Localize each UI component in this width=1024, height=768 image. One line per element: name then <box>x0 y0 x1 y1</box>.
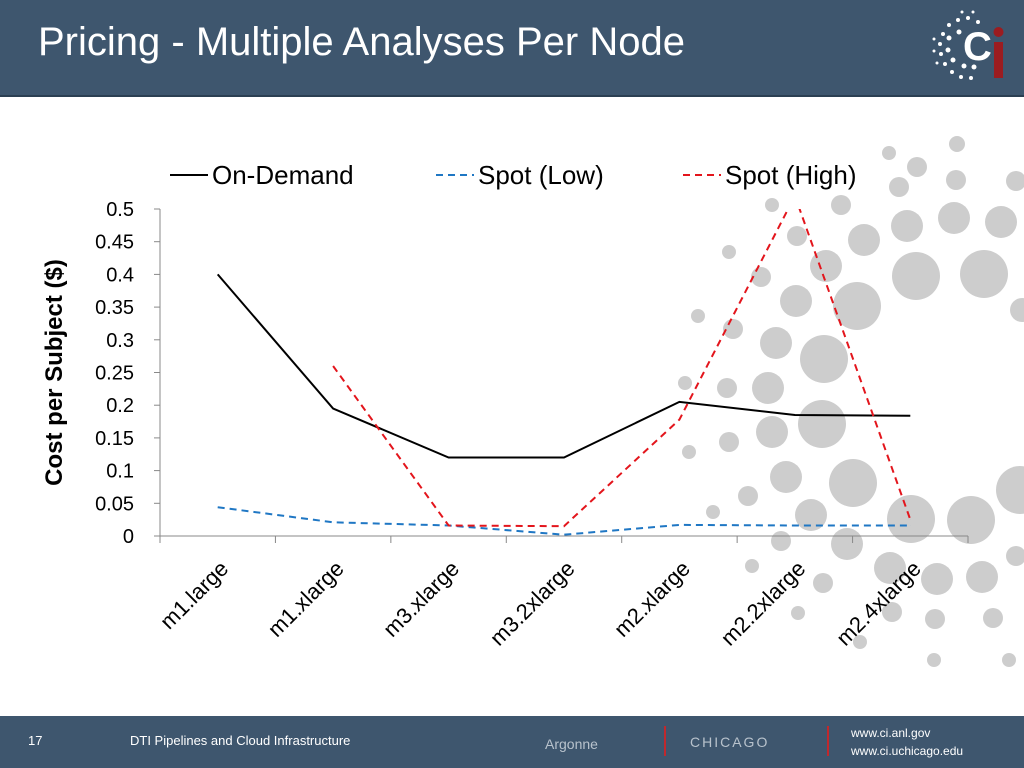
y-tick-label: 0 <box>123 526 134 548</box>
footer-link-anl[interactable]: www.ci.anl.gov <box>851 726 931 740</box>
y-tick-label: 0.15 <box>95 428 134 450</box>
slide-title: Pricing - Multiple Analyses Per Node <box>38 20 685 64</box>
y-tick-label: 0.35 <box>95 297 134 319</box>
footer-divider <box>827 726 829 756</box>
y-tick-label: 0.2 <box>106 395 134 417</box>
x-tick-label: m1.xlarge <box>263 556 349 642</box>
argonne-logo: Argonne <box>545 736 598 752</box>
y-tick-label: 0.5 <box>106 199 134 221</box>
footer-link-uchicago[interactable]: www.ci.uchicago.edu <box>851 744 964 758</box>
legend-label: Spot (Low) <box>478 160 604 190</box>
y-tick-label: 0.25 <box>95 363 134 385</box>
x-tick-label: m2.xlarge <box>609 556 695 642</box>
x-tick-label: m2.2xlarge <box>716 556 811 651</box>
x-tick-label: m2.4xlarge <box>831 556 926 651</box>
legend-label: On-Demand <box>212 160 354 190</box>
slide-number: 17 <box>28 733 43 748</box>
x-tick-label: m3.xlarge <box>378 556 464 642</box>
uchicago-logo: CHICAGO <box>690 734 770 750</box>
series-line <box>217 506 911 536</box>
y-tick-label: 0.3 <box>106 330 134 352</box>
footer-caption: DTI Pipelines and Cloud Infrastructure <box>130 733 351 748</box>
series-line <box>332 209 912 528</box>
legend-label: Spot (High) <box>725 160 857 190</box>
slide-footer: 17 DTI Pipelines and Cloud Infrastructur… <box>0 716 1024 768</box>
series-line <box>216 273 911 459</box>
y-axis-title: Cost per Subject ($) <box>41 259 68 486</box>
x-tick-label: m1.large <box>155 556 233 634</box>
x-tick-label: m3.2xlarge <box>485 556 580 651</box>
footer-divider <box>664 726 666 756</box>
footer-links: www.ci.anl.gov www.ci.uchicago.edu <box>851 724 963 760</box>
y-tick-label: 0.45 <box>95 232 134 254</box>
y-tick-label: 0.1 <box>106 461 134 483</box>
svg-text:C: C <box>963 25 992 69</box>
slide-header: Pricing - Multiple Analyses Per Node C <box>0 0 1024 97</box>
y-tick-label: 0.05 <box>95 493 134 515</box>
ci-logo-icon: C <box>932 10 1004 80</box>
y-tick-label: 0.4 <box>106 264 134 286</box>
